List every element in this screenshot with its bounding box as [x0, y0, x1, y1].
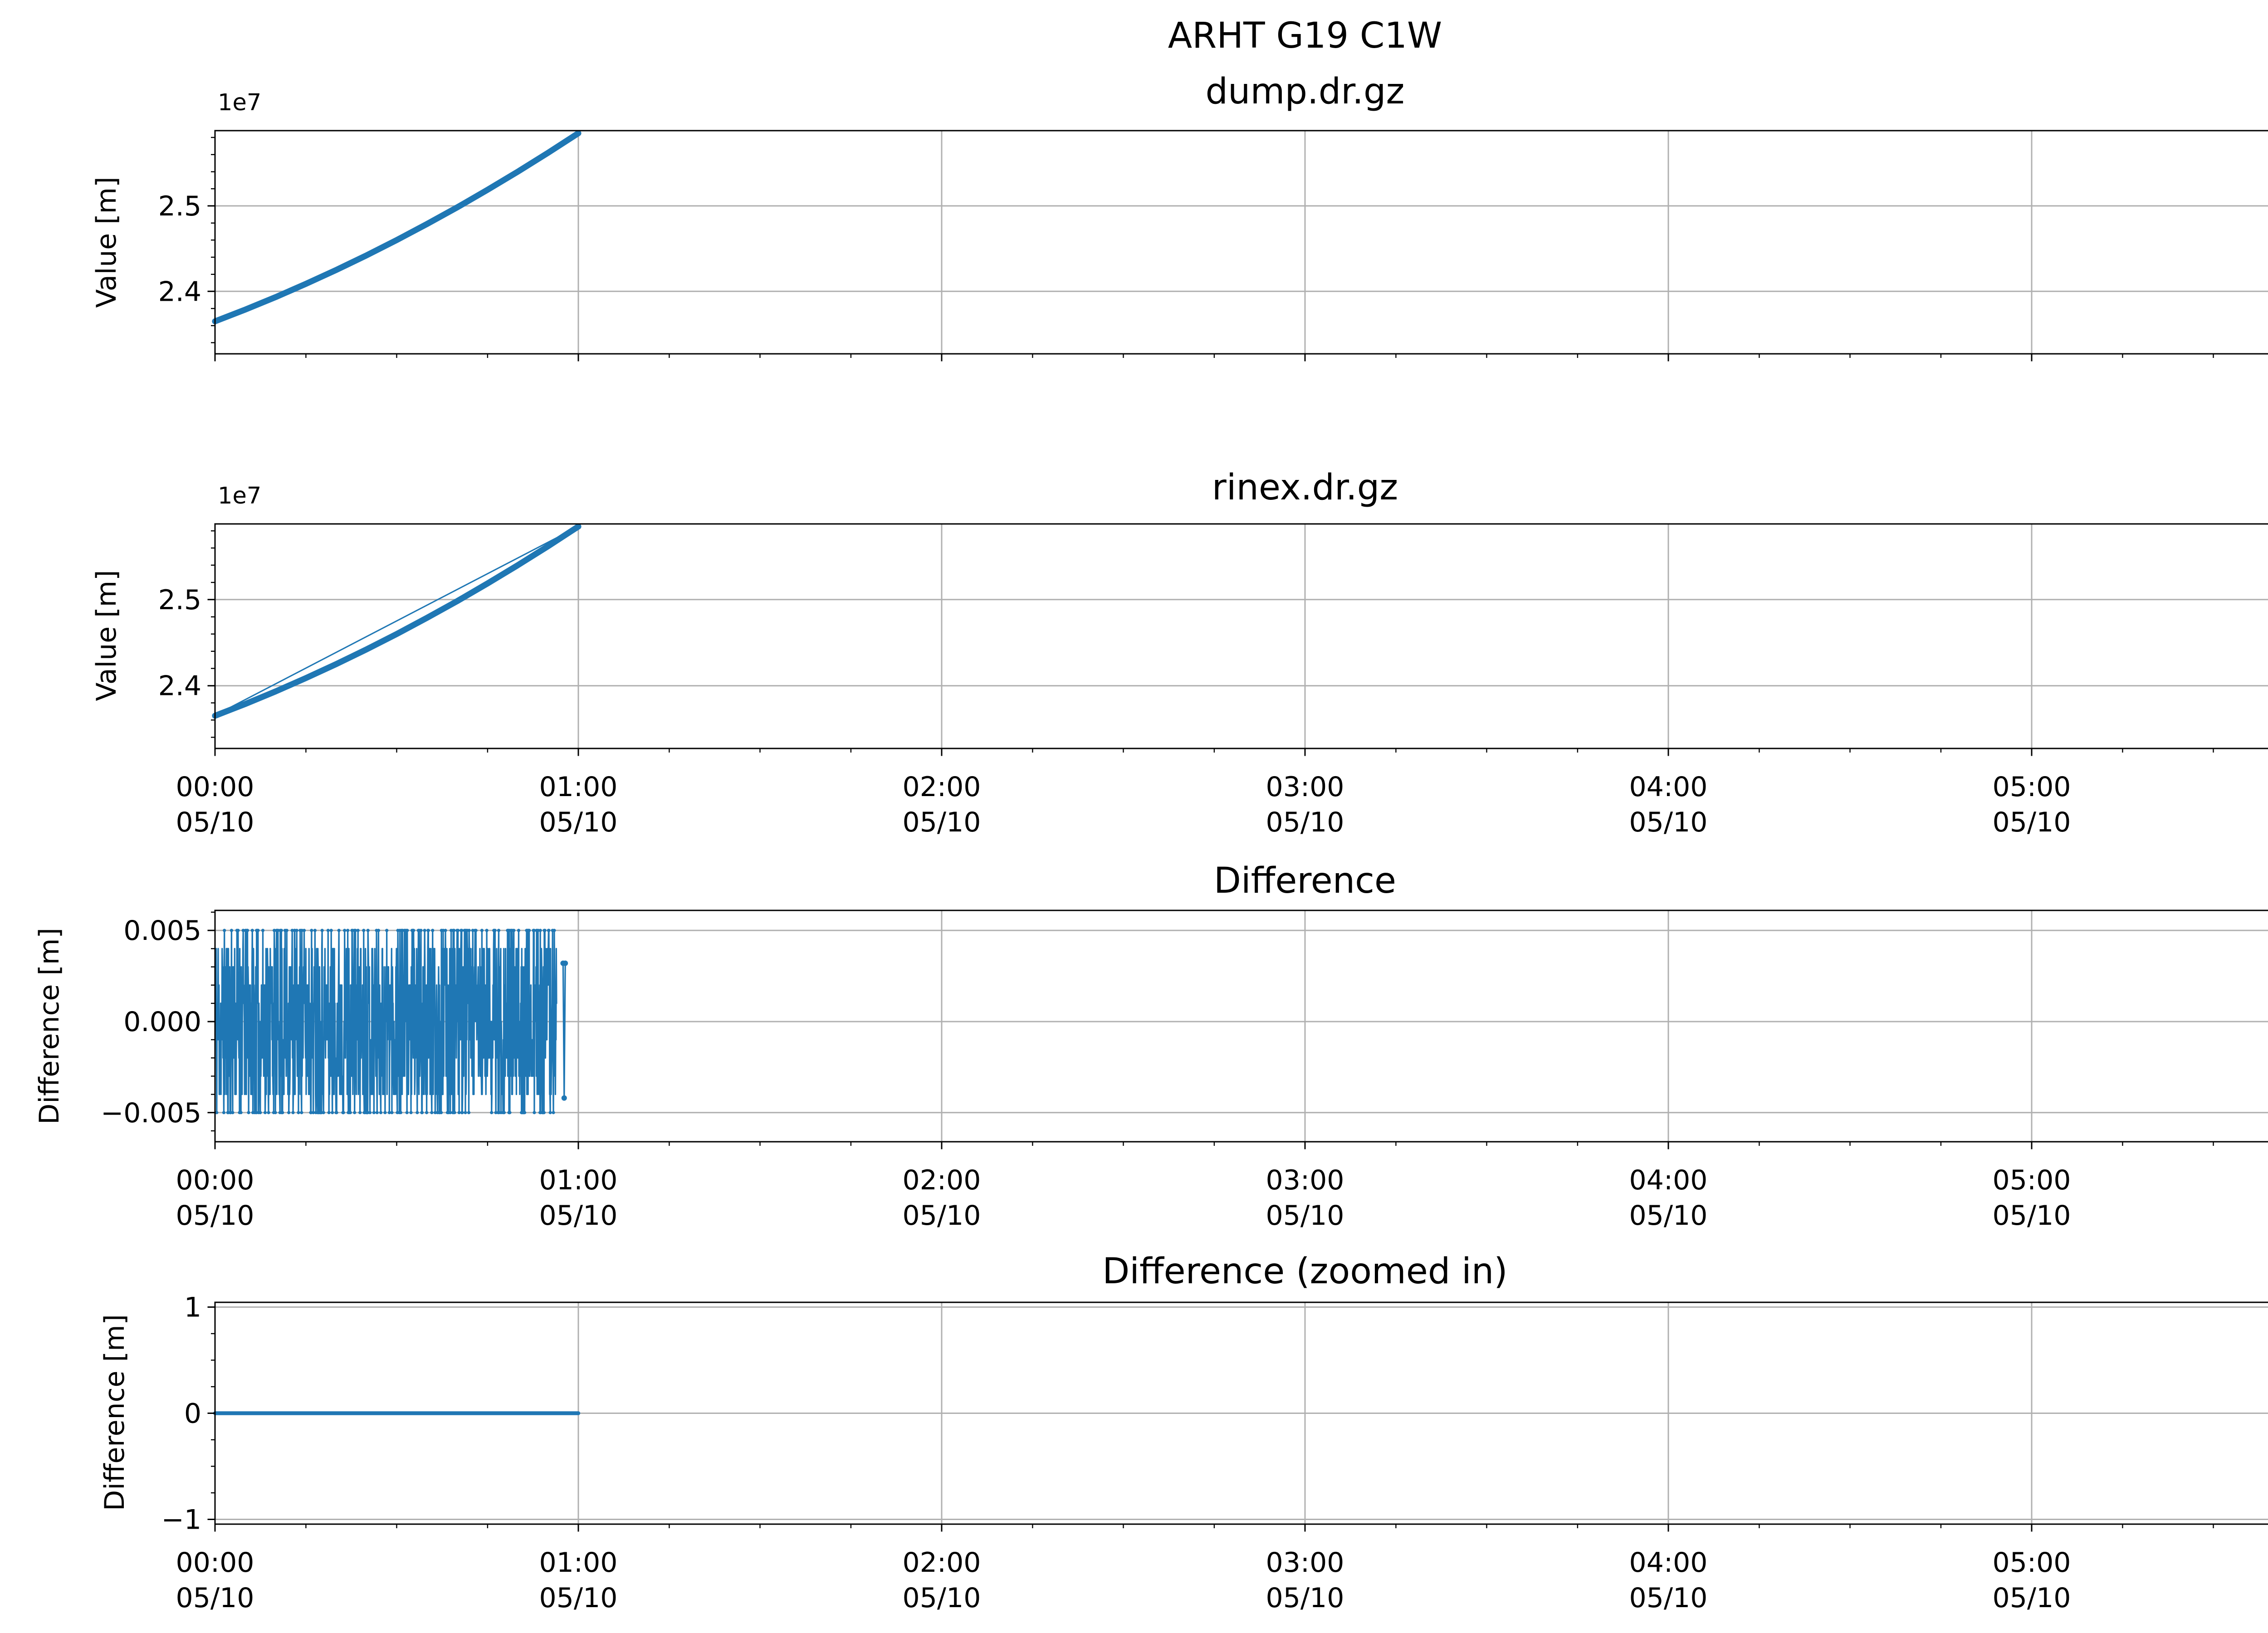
xtick-label-date: 05/10 [903, 807, 981, 838]
ytick-label: 0 [184, 1398, 201, 1430]
xtick-label-date: 05/10 [1993, 807, 2071, 838]
subplot-1: 2.4 2.5 00:00 05/10 01:00 05/10 02:00 05/10 03:0… [158, 523, 2268, 838]
subplot-3: −10100:0005/1001:0005/1002:0005/1003:000… [161, 1292, 2268, 1614]
xtick-label-time: 02:00 [903, 771, 981, 803]
axes-spines [214, 909, 2268, 1143]
xtick-label-time: 03:00 [1266, 771, 1344, 803]
xtick-label-time: 02:00 [903, 1547, 981, 1579]
series-rinex-pseudorange [212, 523, 582, 719]
series-group [212, 130, 582, 324]
axes-spines [214, 130, 2268, 355]
xtick-label-time: 05:00 [1993, 1164, 2071, 1196]
xtick-label-time: 01:00 [539, 771, 618, 803]
xtick-label-date: 05/10 [176, 1582, 254, 1614]
axes-spines [214, 1301, 2268, 1525]
tick-labels: −10100:0005/1001:0005/1002:0005/1003:000… [161, 1292, 2071, 1614]
tick-labels: −0.005 0.000 0.005 00:00 05/10 01:00 05/10 02:0… [101, 915, 2071, 1232]
xtick-label-date: 05/10 [1266, 1582, 1344, 1614]
xtick-label-time: 05:00 [1993, 1547, 2071, 1579]
offset-text-dump: 1e7 [218, 90, 262, 117]
gridlines [214, 131, 2268, 354]
ytick-label: 2.5 [158, 191, 201, 222]
xtick-label-date: 05/10 [1266, 807, 1344, 838]
tick-marks [207, 1306, 2214, 1532]
figure-suptitle: ARHT G19 C1W [1168, 16, 1442, 57]
xtick-label-time: 05:00 [1993, 771, 2071, 803]
subplot-title-rinex: rinex.dr.gz [1212, 468, 1398, 509]
subplot-title-difference: Difference [1213, 861, 1397, 902]
subplot-0: 2.4 2.5 [158, 130, 2268, 362]
ytick-label: 1 [184, 1292, 201, 1324]
xtick-label-date: 05/10 [539, 1200, 618, 1232]
xtick-label-date: 05/10 [903, 1200, 981, 1232]
xtick-label-time: 00:00 [176, 771, 254, 803]
xtick-label-date: 05/10 [903, 1582, 981, 1614]
xtick-label-time: 03:00 [1266, 1547, 1344, 1579]
ylabel-difference-zoomed: Difference [m] [98, 1314, 131, 1511]
ytick-label: 0.005 [123, 915, 201, 947]
ylabel-dump: Value [m] [90, 176, 122, 308]
series-group [214, 929, 568, 1115]
xtick-label-date: 05/10 [1629, 1582, 1708, 1614]
subplot-title-difference-zoomed: Difference (zoomed in) [1102, 1252, 1508, 1293]
series-difference-dump-minus-rinex [214, 929, 557, 1114]
series-dump-pseudorange [212, 130, 582, 324]
axes-spines [214, 523, 2268, 749]
ytick-label: −1 [161, 1504, 201, 1536]
ylabel-difference: Difference [m] [33, 928, 65, 1125]
xtick-label-date: 05/10 [176, 1200, 254, 1232]
xtick-label-time: 00:00 [176, 1547, 254, 1579]
xtick-label-date: 05/10 [1629, 1200, 1708, 1232]
xtick-label-time: 01:00 [539, 1164, 618, 1196]
ytick-label: 2.5 [158, 584, 201, 616]
xtick-label-date: 05/10 [1993, 1200, 2071, 1232]
series-difference-tail [562, 962, 566, 1099]
ytick-label: 2.4 [158, 670, 201, 702]
xtick-label-time: 04:00 [1629, 771, 1708, 803]
subplot-2: −0.005 0.000 0.005 00:00 05/10 01:00 05/10 02:0… [101, 909, 2268, 1232]
series-rinex-connecting-artifact [214, 526, 579, 716]
xtick-label-date: 05/10 [1629, 807, 1708, 838]
xtick-label-time: 02:00 [903, 1164, 981, 1196]
tick-labels: 2.4 2.5 [158, 191, 201, 308]
xtick-label-date: 05/10 [1266, 1200, 1344, 1232]
ytick-label: 2.4 [158, 276, 201, 308]
xtick-label-date: 05/10 [539, 807, 618, 838]
xtick-label-date: 05/10 [176, 807, 254, 838]
series-group [212, 523, 582, 719]
xtick-label-time: 04:00 [1629, 1164, 1708, 1196]
xtick-label-date: 05/10 [539, 1582, 618, 1614]
xtick-label-time: 03:00 [1266, 1164, 1344, 1196]
xtick-label-date: 05/10 [1993, 1582, 2071, 1614]
xtick-label-time: 04:00 [1629, 1547, 1708, 1579]
gridlines [214, 524, 2268, 748]
xtick-label-time: 00:00 [176, 1164, 254, 1196]
ytick-label: 0.000 [123, 1006, 201, 1038]
offset-text-rinex: 1e7 [218, 483, 262, 510]
ylabel-rinex: Value [m] [90, 570, 122, 701]
gridlines [214, 910, 2268, 1142]
subplot-title-dump: dump.dr.gz [1205, 72, 1405, 113]
tick-labels: 2.4 2.5 00:00 05/10 01:00 05/10 02:00 05/10 03:0… [158, 584, 2071, 838]
ytick-label: −0.005 [101, 1097, 201, 1129]
xtick-label-time: 01:00 [539, 1547, 618, 1579]
